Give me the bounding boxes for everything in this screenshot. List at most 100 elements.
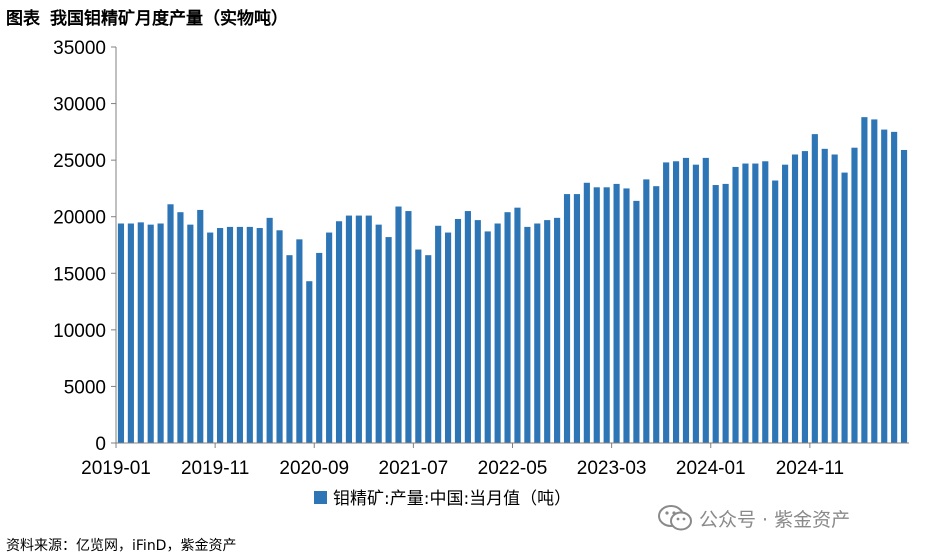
bar [554, 217, 561, 443]
bar [435, 225, 442, 443]
bar [524, 226, 531, 443]
bar [722, 183, 729, 443]
bar [375, 224, 382, 443]
bar [197, 209, 204, 443]
bar [762, 161, 769, 443]
x-tick-label: 2021-07 [379, 458, 449, 479]
y-tick-label: 10000 [53, 321, 106, 342]
bar [732, 166, 739, 443]
bar [682, 157, 690, 443]
bar [821, 148, 828, 443]
bar [772, 180, 779, 443]
y-tick-label: 15000 [53, 264, 106, 285]
y-axis: 0 5000 10000 15000 20000 25000 30000 35000 [53, 38, 117, 455]
bar [137, 222, 144, 443]
y-tick-label: 25000 [53, 151, 106, 172]
bar [841, 172, 848, 443]
bar [563, 194, 571, 443]
bar [871, 119, 878, 443]
bar [217, 228, 224, 443]
source-note: 资料来源：亿览网，iFinD，紫金资产 [6, 538, 237, 554]
bar [187, 224, 194, 443]
bar [345, 215, 353, 443]
y-tick-label: 5000 [64, 377, 106, 398]
bar [266, 217, 273, 443]
bar [454, 218, 462, 443]
bar [157, 223, 164, 443]
chart-header: 图表 我国钼精矿月度产量（实物吨） [6, 4, 288, 29]
bar [464, 211, 471, 443]
bar [326, 232, 333, 443]
bar [286, 255, 293, 443]
bar [643, 179, 650, 443]
bar [167, 204, 174, 443]
bar [623, 188, 630, 443]
y-tick-label: 30000 [53, 95, 106, 116]
bar [633, 200, 640, 443]
x-tick-label: 2024-01 [676, 458, 746, 479]
bar [573, 194, 581, 443]
bars [117, 117, 908, 444]
x-tick-label: 2020-09 [279, 458, 349, 479]
bar [385, 237, 392, 443]
x-tick-label: 2022-05 [478, 458, 548, 479]
bar [236, 226, 243, 443]
bar [147, 224, 154, 443]
bar [712, 185, 719, 443]
bar [445, 232, 452, 443]
x-axis: 2019-01 2019-11 2020-09 2021-07 2022-05 2023-… [81, 442, 909, 479]
x-tick-label: 2023-03 [577, 458, 647, 479]
chart-title: 我国钼精矿月度产量（实物吨） [50, 9, 288, 29]
bar [801, 151, 808, 443]
bar [207, 232, 214, 443]
bar [593, 187, 600, 443]
bar [474, 220, 481, 443]
wechat-icon [658, 505, 692, 531]
bar [226, 226, 234, 443]
watermark-text: 公众号 · 紫金资产 [699, 508, 851, 531]
bar [177, 212, 184, 443]
bar [534, 223, 541, 443]
bar [425, 255, 432, 443]
bar [405, 211, 412, 443]
bar [742, 163, 749, 444]
bar [583, 182, 590, 443]
bar [494, 223, 501, 443]
bar [276, 230, 283, 443]
bar [335, 221, 343, 443]
bar [702, 157, 709, 443]
bar [484, 231, 491, 443]
bar [752, 163, 759, 444]
bar [256, 228, 263, 443]
watermark: 公众号 · 紫金资产 [657, 504, 850, 532]
bar [355, 215, 362, 443]
legend-label: 钼精矿:产量:中国:当月值（吨） [333, 489, 571, 509]
bar [544, 220, 551, 443]
bar [891, 131, 898, 444]
x-tick-label: 2024-11 [776, 458, 844, 479]
chart-label: 图表 [6, 9, 40, 29]
bar [692, 164, 699, 444]
x-tick-label: 2019-11 [181, 458, 249, 479]
bar [395, 206, 402, 443]
y-tick-label: 20000 [53, 208, 106, 229]
bar [504, 212, 511, 443]
bar [316, 252, 323, 443]
bar [791, 154, 799, 444]
bar [603, 187, 610, 443]
bar [296, 239, 303, 443]
bar [851, 147, 858, 443]
bar [365, 215, 372, 443]
bar [831, 154, 838, 444]
y-tick-label: 35000 [53, 38, 106, 59]
bar [306, 281, 313, 443]
bar [861, 117, 868, 444]
y-tick-label: 0 [95, 434, 106, 455]
bar [613, 183, 620, 443]
bar [127, 223, 134, 443]
bar [117, 223, 125, 443]
bar [900, 149, 908, 443]
legend: 钼精矿:产量:中国:当月值（吨） [314, 489, 571, 509]
bar [881, 129, 888, 443]
